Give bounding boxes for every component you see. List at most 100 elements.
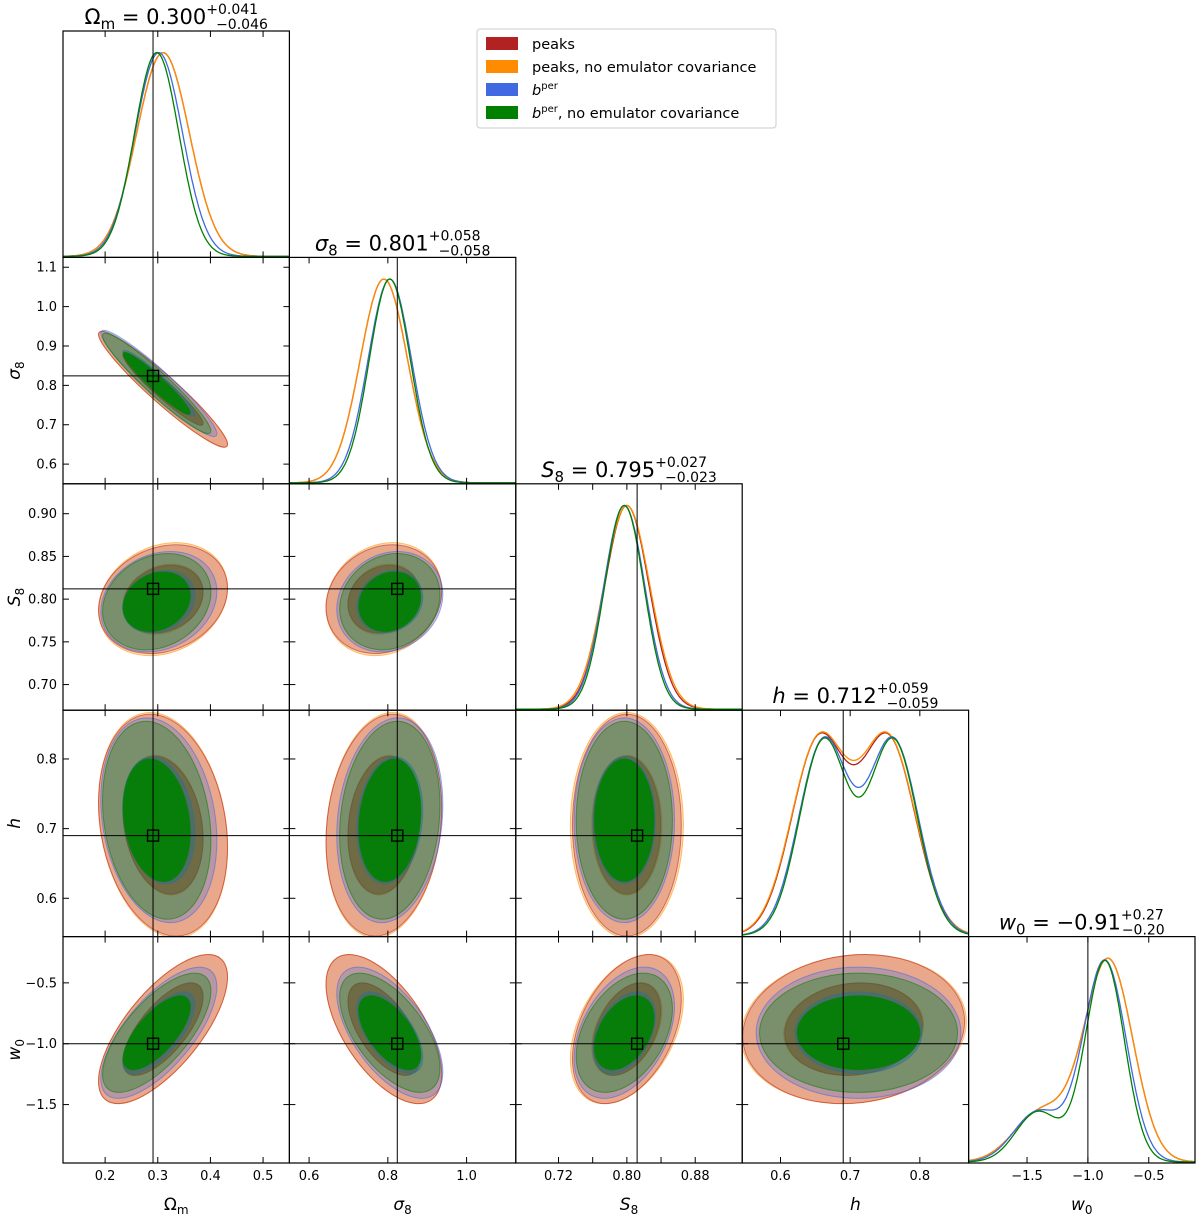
label-subscript: 0 — [1085, 1203, 1093, 1217]
label-subscript: 8 — [13, 588, 27, 596]
contour-panel-h-vs-Om — [63, 710, 290, 937]
x-tick-label: −0.5 — [1133, 1169, 1165, 1184]
panel-frame — [967, 935, 1196, 1164]
panel-title-w0: w0 = −0.91+0.27 −0.20 — [999, 908, 1165, 939]
contour-layer — [325, 542, 444, 657]
contour-panel-w0-vs-s8 — [289, 936, 516, 1163]
x-axis-label-S8: S8 — [620, 1195, 638, 1217]
y-tick-label: 0.75 — [28, 635, 57, 650]
marginal-panel-s8: σ8 = 0.801+0.058 −0.058 — [289, 228, 516, 484]
contour-b-per-no-emulator-covariance-68pct — [593, 758, 655, 883]
truth-marker — [146, 582, 160, 596]
y-axis-label-s8: σ8 — [5, 361, 27, 379]
y-tick-label: 0.7 — [36, 418, 57, 433]
y-tick-label: −1.5 — [25, 1098, 57, 1113]
contour-b-per-no-emulator-covariance-68pct — [358, 571, 422, 633]
title-symbol: w — [999, 911, 1017, 935]
title-minus: −0.059 — [887, 696, 939, 712]
label-symbol: S — [5, 595, 25, 606]
truth-marker — [391, 1037, 404, 1050]
marginal-curve-b-per — [968, 959, 1195, 1163]
contour-b-per-no-emulator-covariance-68pct — [796, 995, 921, 1071]
panel-title-s8: σ8 = 0.801+0.058 −0.058 — [315, 228, 491, 259]
y-tick-label: 0.6 — [36, 892, 57, 907]
legend-box — [476, 28, 777, 129]
x-axis-label-h: h — [850, 1195, 861, 1215]
legend-label: peaks — [532, 37, 575, 53]
y-tick-label: −0.5 — [25, 976, 57, 991]
title-minus: −0.20 — [1122, 923, 1165, 939]
title-minus: −0.023 — [665, 470, 717, 486]
legend-swatch — [486, 37, 518, 50]
contour-layer — [98, 954, 229, 1105]
y-axis-label-h: h — [5, 818, 25, 829]
contour-layer — [325, 954, 444, 1105]
marginal-curve-peaks — [515, 504, 743, 710]
y-tick-label: 0.6 — [36, 458, 57, 473]
panel-frame — [288, 256, 517, 485]
contour-layer — [98, 329, 229, 448]
label-symbol: w — [1071, 1195, 1085, 1215]
contour-panel-S8-vs-s8 — [289, 483, 516, 711]
y-tick-label: 1.0 — [36, 300, 57, 315]
x-tick-label: 0.6 — [770, 1169, 791, 1184]
marginal-panel-S8: S8 = 0.795+0.027 −0.023 — [515, 455, 743, 711]
title-subscript: m — [101, 15, 116, 33]
legend-symbol: b — [532, 83, 541, 99]
x-tick-label: 0.6 — [299, 1169, 320, 1184]
x-tick-label: 1.0 — [456, 1169, 477, 1184]
title-subscript: 8 — [555, 468, 565, 486]
contour-layer — [98, 711, 229, 937]
label-subscript: 8 — [631, 1203, 639, 1217]
panel-frame — [62, 256, 290, 485]
title-plus: +0.059 — [877, 681, 929, 697]
contour-b-per-no-emulator-covariance-68pct — [358, 995, 422, 1071]
x-tick-label: 0.4 — [200, 1169, 221, 1184]
y-tick-label: 0.80 — [28, 593, 57, 608]
contour-b-per-no-emulator-covariance-68pct — [358, 758, 422, 883]
truth-marker — [146, 829, 160, 842]
title-value: = 0.801 — [338, 231, 429, 255]
contour-panel-s8-vs-Om — [63, 257, 290, 484]
title-minus: −0.058 — [439, 243, 491, 259]
legend-superscript: per — [541, 81, 559, 92]
title-symbol: σ — [315, 231, 329, 255]
marginal-curve-peaks-no-emulator-covariance — [62, 52, 290, 258]
label-symbol: w — [5, 1047, 25, 1061]
x-tick-label: 0.72 — [544, 1169, 573, 1184]
title-symbol: S — [541, 458, 554, 482]
legend-label: peaks, no emulator covariance — [532, 60, 756, 76]
panel-frame — [62, 30, 290, 258]
y-tick-label: 0.70 — [28, 678, 57, 693]
label-symbol: h — [5, 818, 25, 829]
marginal-curve-b-per-no-emulator-covariance — [63, 51, 290, 258]
contour-layer — [98, 542, 229, 657]
marginal-curve-peaks-no-emulator-covariance — [515, 504, 743, 710]
label-symbol: σ — [393, 1195, 405, 1215]
title-value: = −0.91 — [1026, 911, 1121, 935]
x-tick-label: 0.88 — [681, 1169, 710, 1184]
panel-title-h: h = 0.712+0.059 −0.059 — [772, 681, 938, 712]
panel-title-Om: Ωm = 0.300+0.041 −0.046 — [85, 2, 268, 33]
label-subscript: 0 — [13, 1039, 27, 1047]
title-plus: +0.27 — [1121, 908, 1164, 924]
y-tick-label: 0.90 — [28, 507, 57, 522]
x-axis-label-w0: w0 — [1071, 1195, 1093, 1217]
legend-swatch — [486, 106, 518, 119]
label-symbol: S — [620, 1195, 631, 1215]
title-value: = 0.712 — [786, 684, 877, 708]
x-tick-label: 0.3 — [147, 1169, 168, 1184]
truth-marker — [391, 582, 404, 596]
truth-marker — [630, 1037, 644, 1050]
label-subscript: 8 — [404, 1203, 412, 1217]
x-tick-label: −1.0 — [1072, 1169, 1104, 1184]
legend-symbol: b — [532, 106, 541, 122]
x-tick-label: 0.80 — [612, 1169, 641, 1184]
truth-marker — [146, 369, 160, 383]
contour-panel-S8-vs-Om — [63, 483, 290, 711]
marginal-curve-peaks — [968, 957, 1195, 1163]
title-plus: +0.027 — [655, 455, 707, 471]
title-plus: +0.058 — [429, 228, 481, 244]
